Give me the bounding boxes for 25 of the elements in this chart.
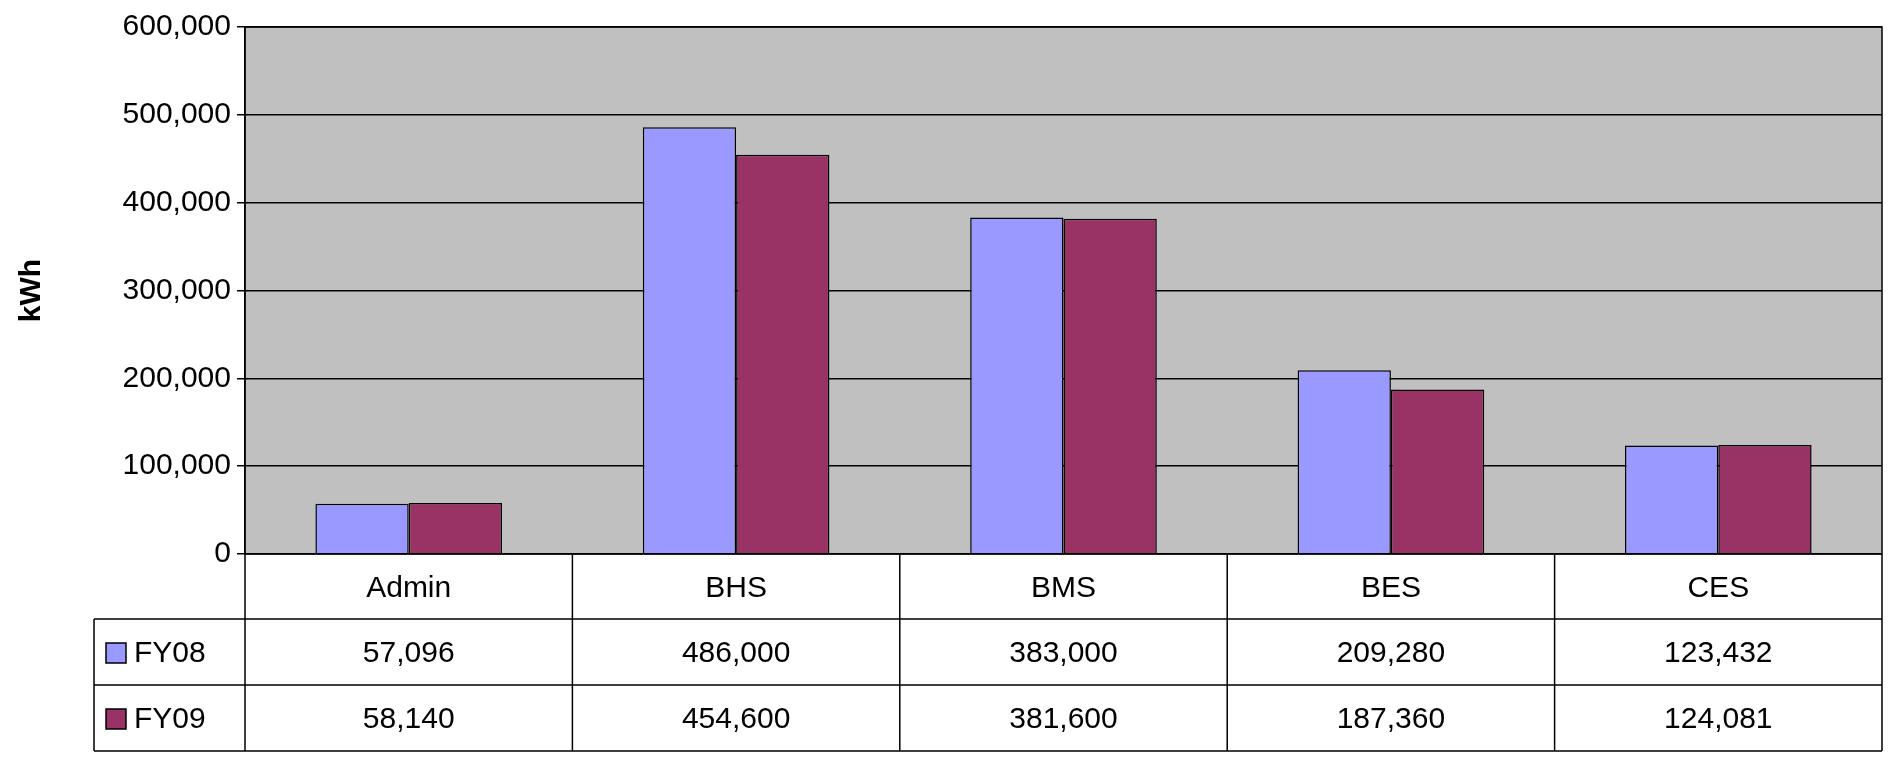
x-tick-label: Admin: [366, 569, 452, 603]
data-label: 58,140: [362, 701, 455, 735]
x-tick-label: CES: [1687, 569, 1750, 603]
data-label: 57,096: [362, 635, 455, 669]
y-tick-label: 400,000: [122, 183, 231, 217]
data-label: 123,432: [1664, 635, 1773, 669]
data-label: 383,000: [1009, 635, 1118, 669]
data-label: 454,600: [681, 701, 791, 735]
x-tick-label: BHS: [705, 569, 767, 603]
y-tick-label: 300,000: [122, 271, 231, 305]
data-label: 486,000: [681, 635, 791, 669]
y-axis-title: kWh: [13, 258, 47, 323]
data-label: 209,280: [1336, 635, 1446, 669]
legend-label: FY08: [134, 635, 206, 669]
x-tick-label: BMS: [1030, 569, 1097, 603]
y-tick-label: 0: [214, 535, 231, 569]
y-tick-label: 500,000: [122, 96, 231, 130]
y-tick-label: 100,000: [122, 447, 231, 481]
data-label: 124,081: [1664, 701, 1773, 735]
x-tick-label: BES: [1360, 569, 1421, 603]
y-tick-label: 200,000: [122, 359, 231, 393]
data-label: 381,600: [1009, 701, 1118, 735]
y-tick-label: 600,000: [122, 8, 231, 42]
legend-label: FY09: [134, 701, 206, 735]
data-label: 187,360: [1336, 701, 1446, 735]
